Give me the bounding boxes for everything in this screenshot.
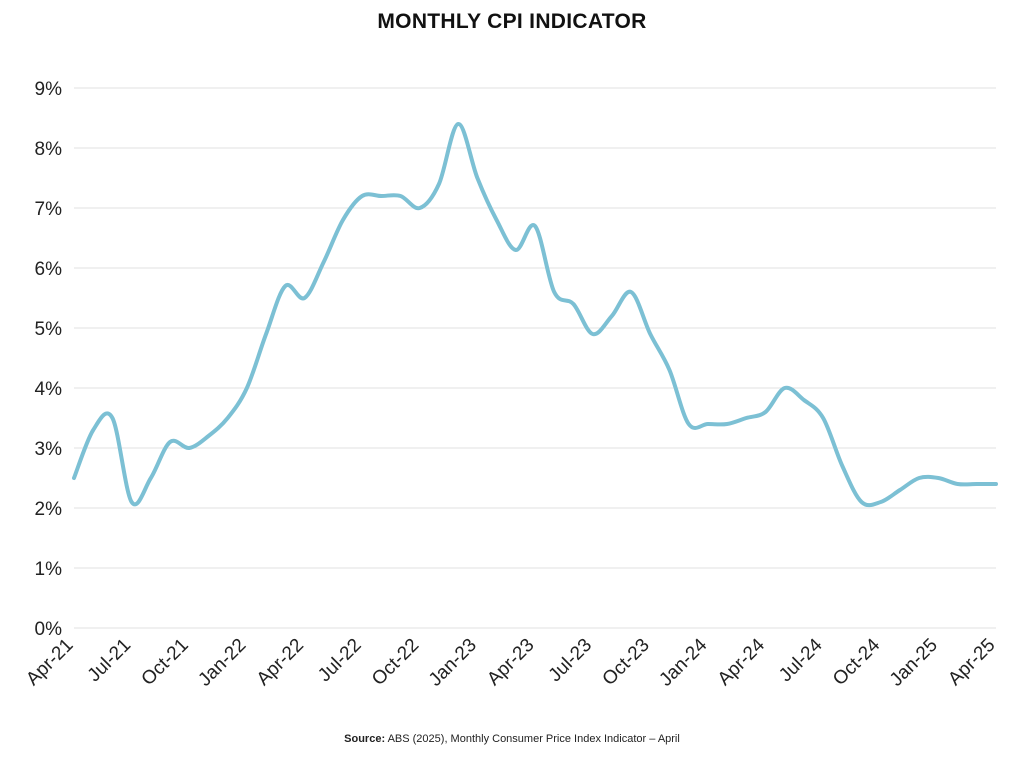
- y-tick-label: 3%: [35, 439, 63, 460]
- x-tick-label: Jul-21: [84, 635, 135, 686]
- gridlines: [74, 87, 996, 629]
- y-tick-label: 1%: [35, 559, 63, 580]
- x-tick-label: Apr-22: [253, 635, 308, 690]
- y-tick-label: 2%: [35, 499, 63, 520]
- series-layer: [72, 121, 998, 508]
- x-tick-label: Oct-22: [368, 635, 423, 690]
- x-tick-label: Oct-21: [138, 635, 193, 690]
- source-text: ABS (2025), Monthly Consumer Price Index…: [385, 733, 680, 745]
- y-tick-label: 6%: [35, 259, 63, 280]
- x-tick-label: Oct-24: [829, 634, 884, 689]
- x-tick-label: Jul-24: [775, 634, 827, 686]
- y-tick-label: 4%: [35, 379, 63, 400]
- y-tick-label: 5%: [35, 319, 63, 340]
- y-tick-label: 0%: [35, 619, 63, 640]
- y-tick-label: 7%: [35, 199, 63, 220]
- x-tick-label: Jan-22: [194, 635, 250, 691]
- y-axis-ticks: 0% 1% 2% 3% 4% 5% 6% 7% 8% 9%: [35, 79, 63, 640]
- x-tick-label: Oct-23: [599, 635, 654, 690]
- cpi-series-line: [72, 121, 998, 508]
- chart-title: MONTHLY CPI INDICATOR: [377, 10, 647, 33]
- x-tick-label: Jul-22: [314, 635, 365, 686]
- x-tick-label: Jan-24: [655, 634, 711, 690]
- x-tick-label: Apr-25: [944, 635, 999, 690]
- x-axis-ticks: Apr-21 Jul-21 Oct-21 Jan-22 Apr-22 Jul-22 Oct-…: [22, 634, 999, 690]
- y-tick-label: 9%: [35, 79, 63, 100]
- x-tick-label: Jul-23: [545, 635, 596, 686]
- y-tick-label: 8%: [35, 139, 63, 160]
- x-tick-label: Apr-24: [714, 634, 769, 689]
- x-tick-label: Apr-21: [22, 635, 77, 690]
- source-note: Source: ABS (2025), Monthly Consumer Pri…: [0, 733, 1024, 745]
- x-tick-label: Jan-23: [425, 635, 481, 691]
- source-label: Source:: [344, 733, 386, 745]
- x-tick-label: Apr-23: [483, 635, 538, 690]
- x-tick-label: Jan-25: [886, 635, 942, 691]
